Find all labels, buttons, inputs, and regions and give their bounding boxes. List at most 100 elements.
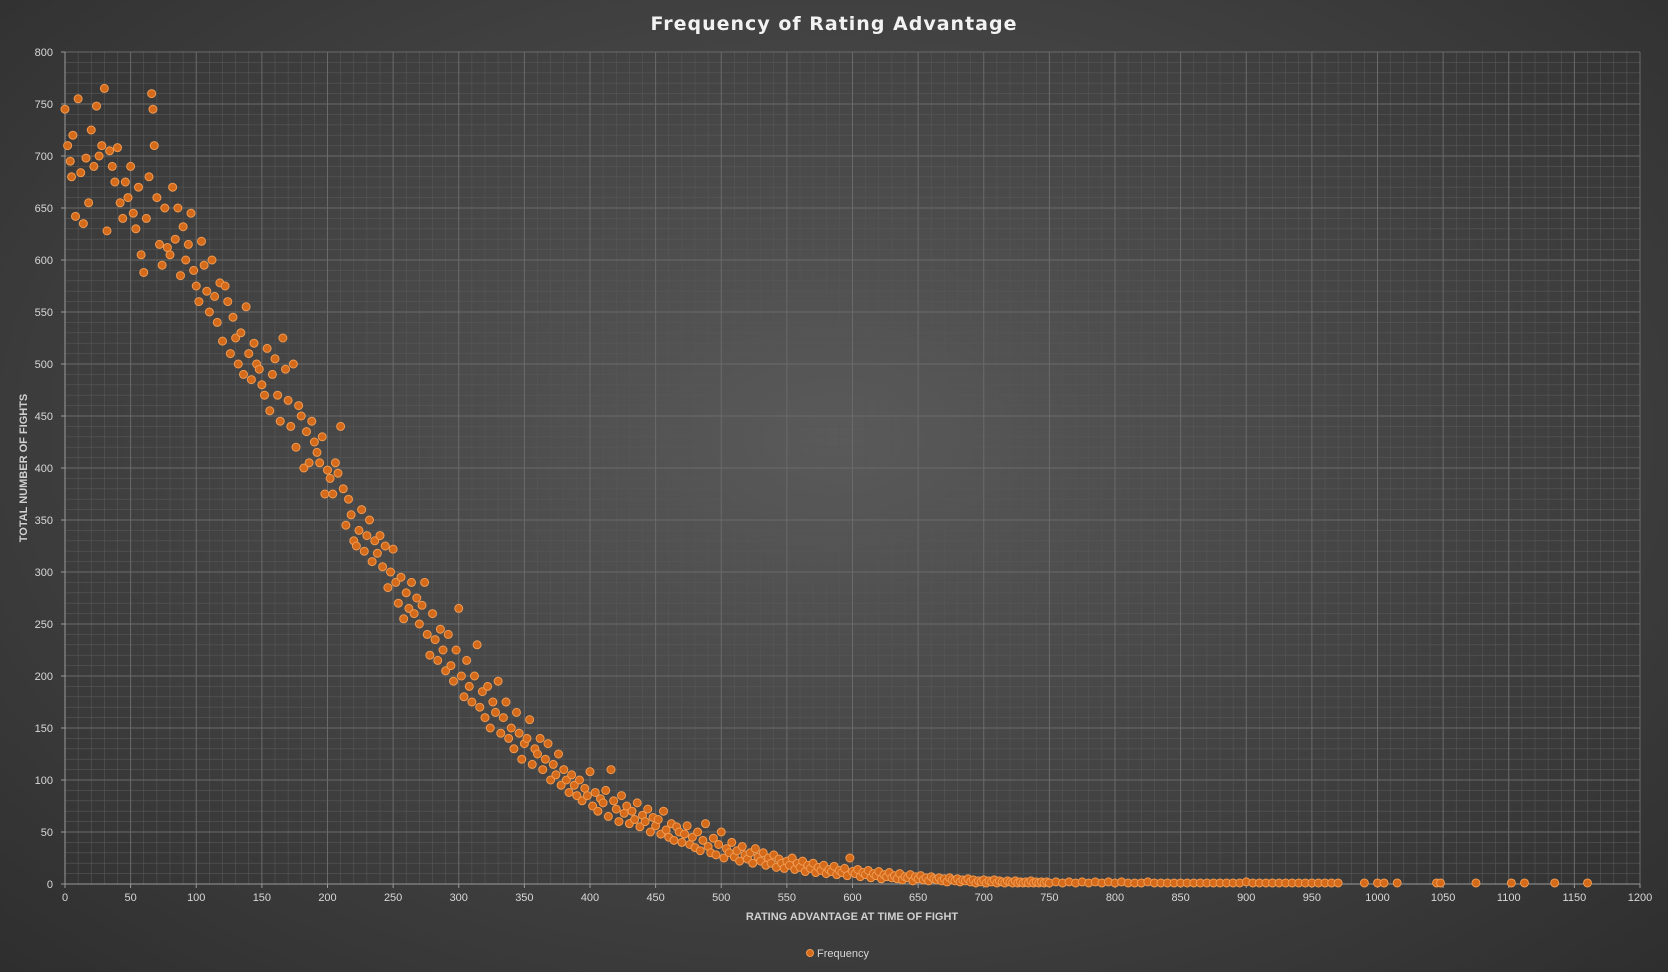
data-point bbox=[267, 369, 277, 379]
data-point bbox=[136, 250, 146, 260]
data-point bbox=[711, 850, 721, 860]
data-point bbox=[194, 297, 204, 307]
y-tick-label: 0 bbox=[47, 879, 53, 891]
data-point bbox=[357, 505, 367, 515]
x-tick-label: 150 bbox=[253, 892, 271, 904]
chart-title: Frequency of Rating Advantage bbox=[651, 13, 1018, 35]
data-point bbox=[73, 94, 83, 104]
data-point bbox=[115, 198, 125, 208]
data-point bbox=[512, 707, 521, 717]
data-point bbox=[1379, 878, 1389, 888]
data-point bbox=[682, 821, 692, 831]
data-point bbox=[118, 213, 128, 223]
data-point bbox=[617, 791, 626, 801]
data-point bbox=[750, 844, 760, 854]
data-point bbox=[265, 406, 275, 416]
data-point bbox=[588, 801, 598, 811]
data-points bbox=[60, 83, 1592, 888]
data-point bbox=[546, 775, 556, 785]
data-point bbox=[365, 515, 374, 525]
data-point bbox=[719, 853, 729, 863]
data-point bbox=[78, 219, 88, 229]
data-point bbox=[449, 676, 458, 686]
data-point bbox=[393, 598, 403, 608]
data-point bbox=[1520, 878, 1529, 888]
data-point bbox=[464, 681, 474, 691]
data-point bbox=[346, 510, 356, 520]
data-point bbox=[687, 832, 697, 842]
data-point bbox=[89, 161, 99, 171]
x-tick-label: 1150 bbox=[1563, 892, 1587, 904]
data-point bbox=[543, 739, 553, 749]
data-point bbox=[443, 629, 453, 639]
y-tick-label: 400 bbox=[35, 463, 53, 475]
data-point bbox=[680, 829, 689, 839]
data-point bbox=[491, 707, 500, 717]
data-point bbox=[299, 463, 309, 473]
data-point bbox=[97, 141, 107, 151]
x-tick-label: 250 bbox=[384, 892, 402, 904]
data-point bbox=[260, 390, 269, 400]
data-point bbox=[330, 458, 340, 468]
data-point bbox=[462, 655, 472, 665]
data-point bbox=[107, 161, 117, 171]
data-point bbox=[677, 837, 687, 847]
data-point bbox=[601, 785, 611, 795]
data-point bbox=[281, 364, 290, 374]
data-point bbox=[244, 349, 254, 359]
data-point bbox=[525, 715, 535, 725]
data-point bbox=[207, 255, 217, 265]
data-point bbox=[191, 281, 201, 291]
x-tick-label: 400 bbox=[581, 892, 599, 904]
data-point bbox=[467, 697, 477, 707]
data-point bbox=[225, 349, 235, 359]
data-point bbox=[399, 614, 409, 624]
data-point bbox=[540, 754, 550, 764]
data-point bbox=[344, 494, 353, 504]
data-point bbox=[451, 645, 461, 655]
data-point bbox=[199, 260, 209, 270]
x-tick-label: 450 bbox=[646, 892, 664, 904]
data-point bbox=[585, 767, 595, 777]
data-point bbox=[433, 655, 443, 665]
data-point bbox=[404, 603, 414, 613]
y-tick-label: 800 bbox=[35, 47, 53, 59]
data-point bbox=[372, 548, 382, 558]
x-tick-label: 350 bbox=[515, 892, 533, 904]
data-point bbox=[110, 177, 120, 187]
data-point bbox=[278, 333, 288, 343]
data-point bbox=[548, 759, 558, 769]
data-point bbox=[1506, 878, 1516, 888]
data-point bbox=[148, 104, 158, 114]
y-tick-label: 200 bbox=[35, 671, 53, 683]
data-point bbox=[246, 375, 256, 385]
x-tick-label: 650 bbox=[909, 892, 927, 904]
x-tick-label: 1000 bbox=[1365, 892, 1389, 904]
data-point bbox=[328, 489, 338, 499]
data-point bbox=[302, 427, 311, 437]
data-point bbox=[522, 733, 532, 743]
x-tick-label: 300 bbox=[450, 892, 468, 904]
data-point bbox=[498, 713, 508, 723]
data-point bbox=[351, 541, 361, 551]
data-point bbox=[341, 520, 351, 530]
data-point bbox=[640, 817, 650, 827]
x-axis-title: RATING ADVANTAGE AT TIME OF FIGHT bbox=[746, 911, 959, 923]
data-point bbox=[312, 447, 322, 457]
data-point bbox=[257, 380, 267, 390]
data-point bbox=[249, 338, 259, 348]
y-tick-label: 750 bbox=[35, 99, 53, 111]
data-point bbox=[611, 804, 621, 814]
data-point bbox=[68, 130, 78, 140]
data-point bbox=[186, 208, 196, 218]
data-point bbox=[632, 798, 642, 808]
data-point bbox=[559, 765, 569, 775]
data-point bbox=[514, 728, 524, 738]
data-point bbox=[254, 364, 264, 374]
data-point bbox=[160, 203, 170, 213]
x-tick-label: 800 bbox=[1106, 892, 1124, 904]
data-point bbox=[1436, 878, 1445, 888]
data-point bbox=[630, 815, 640, 825]
data-point bbox=[446, 661, 456, 671]
data-point bbox=[126, 161, 136, 171]
